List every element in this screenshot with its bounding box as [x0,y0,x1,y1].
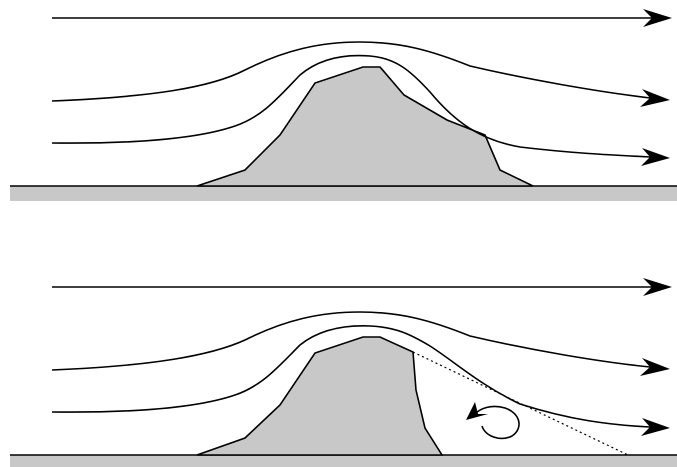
arrowhead-top-3 [641,148,670,166]
arrowhead-top-2 [640,89,670,107]
attached-flow-panel [10,9,677,201]
separated-flow-panel [10,278,677,467]
arrowhead-bottom-2 [640,358,670,376]
hill-top [196,66,534,187]
streamline-bottom-2 [51,311,651,371]
hill-bottom [196,336,444,456]
streamline-top-3 [51,54,651,158]
arrowhead-bottom-1 [643,278,672,296]
recirculation-eddy [473,405,520,440]
ground-surface-top [10,186,677,201]
streamline-bottom-3 [51,325,651,428]
ground-surface-bottom [10,455,677,467]
streamline-top-2 [51,41,651,102]
arrowhead-top-1 [643,9,672,27]
eddy-arrowhead-icon [466,402,488,420]
arrowhead-bottom-3 [641,418,670,436]
